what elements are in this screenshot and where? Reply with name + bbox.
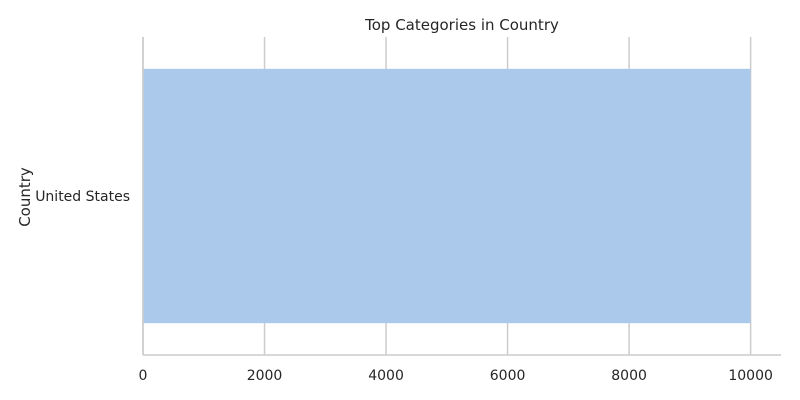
- chart-title: Top Categories in Country: [364, 16, 559, 34]
- y-axis-ticks: United States: [35, 189, 130, 205]
- y-axis-label: Country: [16, 167, 34, 227]
- x-tick-label-4: 8000: [611, 368, 647, 384]
- bars: [143, 68, 751, 324]
- y-tick-label-0: United States: [35, 189, 130, 205]
- x-axis-ticks: 0 2000 4000 6000 8000 10000: [139, 368, 773, 384]
- bar-0: [143, 68, 751, 324]
- x-tick-label-0: 0: [139, 368, 148, 384]
- x-tick-label-3: 6000: [490, 368, 526, 384]
- x-tick-label-2: 4000: [368, 368, 404, 384]
- x-tick-label-1: 2000: [247, 368, 283, 384]
- axes-frame: [142, 37, 781, 356]
- x-tick-label-5: 10000: [728, 368, 773, 384]
